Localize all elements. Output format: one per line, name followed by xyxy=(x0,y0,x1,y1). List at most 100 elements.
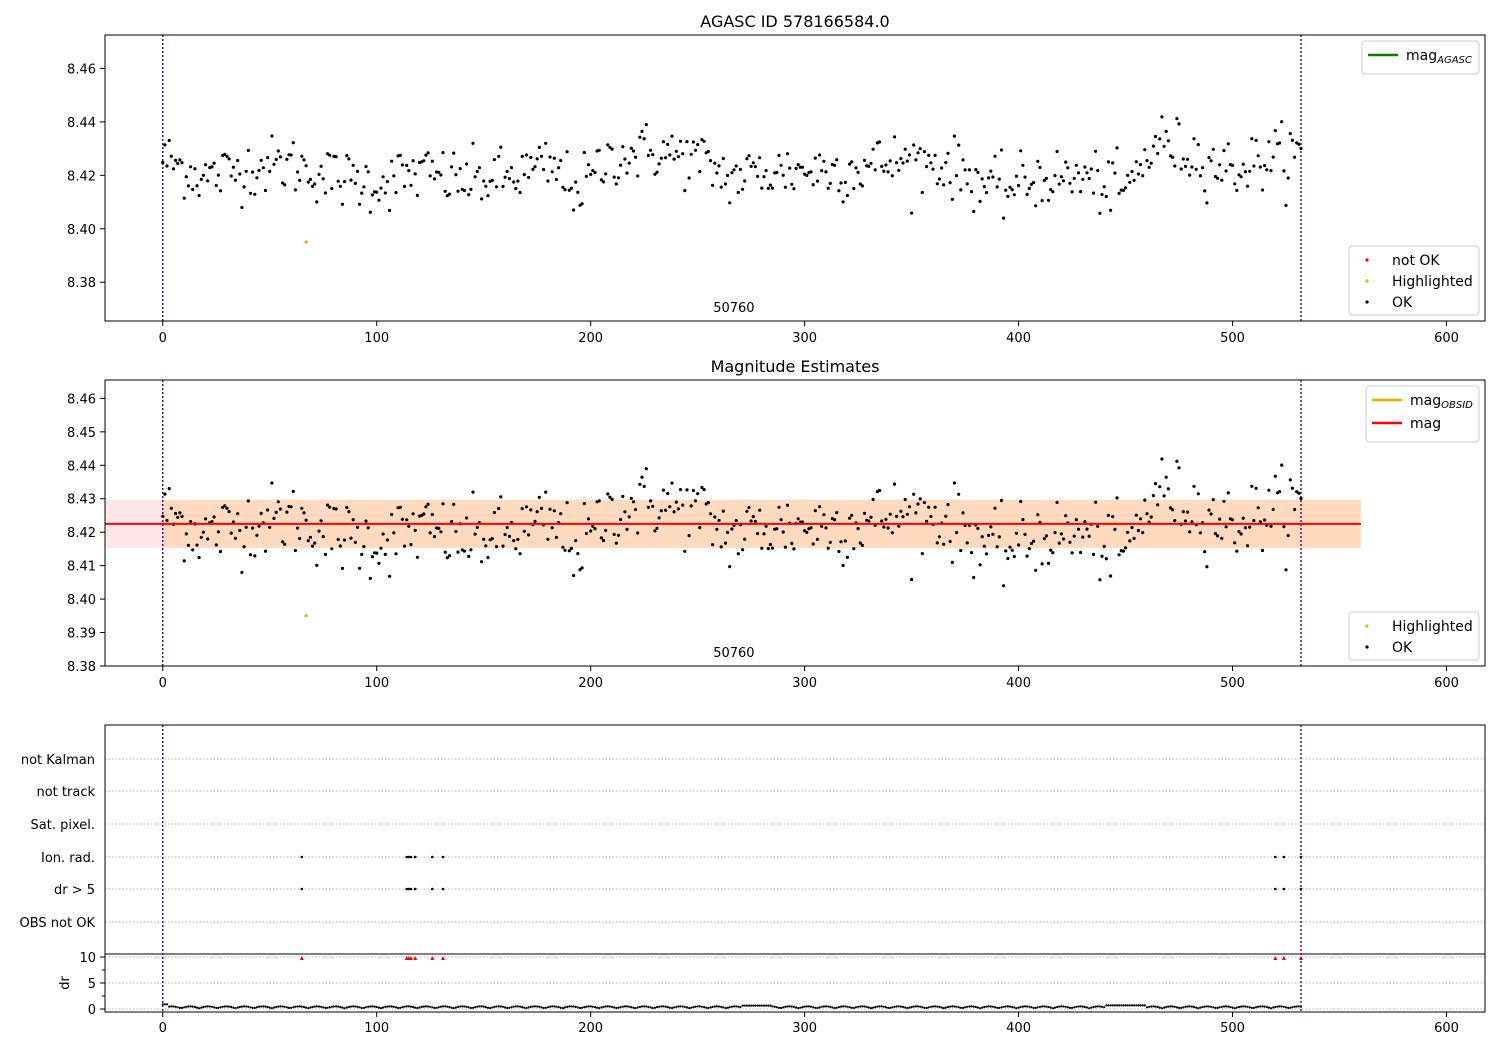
p1-ok-point xyxy=(437,170,441,174)
p3-dr-point xyxy=(504,1006,507,1009)
p2-ok-point xyxy=(1160,457,1164,461)
p3-dr-point xyxy=(694,1005,697,1008)
p1-ok-point xyxy=(779,163,783,167)
p3-dr-point xyxy=(1169,1005,1172,1008)
p1-ok-point xyxy=(426,151,430,155)
p3-flag-point xyxy=(1274,855,1277,859)
p3-dr-point xyxy=(221,1005,224,1008)
p1-ok-point xyxy=(700,138,704,142)
p3-dr-point xyxy=(797,1007,800,1010)
p3-dr-point xyxy=(1122,1004,1125,1007)
p3-dr-point xyxy=(846,1005,849,1008)
p3-dr-point xyxy=(572,1005,575,1008)
p2-ok-point xyxy=(1141,531,1145,535)
p1-ok-point xyxy=(1029,182,1033,186)
p2-ok-point xyxy=(877,488,882,493)
p1-ok-point xyxy=(606,143,610,147)
p3-dr-point xyxy=(266,1005,269,1009)
p3-dr-point xyxy=(433,1006,436,1010)
p3-dr-point xyxy=(576,1006,579,1009)
p1-ok-point xyxy=(1181,157,1185,161)
p2-ok-point xyxy=(700,485,704,490)
p1-ok-point xyxy=(422,159,426,163)
p3-dr-point xyxy=(786,1005,789,1008)
p1-ok-point xyxy=(796,163,800,167)
p2-ok-point xyxy=(1145,512,1149,516)
p2-ok-point xyxy=(340,566,345,571)
p3-dr-point xyxy=(1278,1005,1281,1008)
p3-dr-point xyxy=(750,1004,753,1007)
p2-ok-point xyxy=(199,535,203,539)
p1-ok-point xyxy=(1059,175,1063,179)
p2-ok-point xyxy=(715,527,719,531)
p1-ok-point xyxy=(503,175,507,179)
p2-ok-point xyxy=(535,510,539,514)
p3-dr-point xyxy=(623,1005,627,1008)
p2-legend-box xyxy=(1348,611,1480,661)
p3-dr-point xyxy=(349,1005,353,1008)
p2-ok-point xyxy=(390,512,394,517)
p2-ok-point xyxy=(935,541,939,545)
p2-ok-point xyxy=(229,531,233,535)
p2-ok-point xyxy=(1004,549,1008,553)
p2-ok-point xyxy=(238,528,242,533)
p3-dr-point xyxy=(427,1005,430,1008)
p1-ok-point xyxy=(520,154,524,158)
p1-ok-point xyxy=(225,154,229,158)
p3-dr-point xyxy=(1088,1007,1091,1010)
p2-ok-point xyxy=(689,504,693,508)
p3-dr-point xyxy=(1060,1005,1063,1008)
p3-dr-point xyxy=(979,1007,982,1010)
p1-ok-point xyxy=(730,171,734,175)
p1-ok-point xyxy=(1040,199,1044,203)
p3-dr-point xyxy=(371,1005,374,1008)
p3-dr-point xyxy=(200,1006,203,1009)
p1-ok-point xyxy=(892,135,897,139)
p2-ok-point xyxy=(1260,548,1265,553)
p1-ok-point xyxy=(884,163,888,167)
p3-dr-point xyxy=(1145,1006,1149,1009)
p3-dr-point xyxy=(600,1006,603,1009)
p1-ok-point xyxy=(1284,203,1288,207)
p2-ok-point xyxy=(805,530,809,534)
p2-ok-point xyxy=(803,529,807,533)
p2-ok-point xyxy=(1012,554,1016,559)
p3-dr-point xyxy=(540,1006,543,1009)
p3-dr-point xyxy=(1038,1005,1042,1008)
p2-ok-point xyxy=(1074,518,1078,522)
p1-ok-point xyxy=(1263,164,1267,168)
p1-ok-point xyxy=(253,192,257,196)
p2-ok-point xyxy=(430,512,434,517)
p2-ok-point xyxy=(1226,491,1230,495)
p2-ok-point xyxy=(884,517,888,521)
p3-dr-point xyxy=(621,1005,624,1008)
p2-ok-point xyxy=(343,538,347,542)
p1-ok-point xyxy=(1190,165,1194,169)
p2-ok-point xyxy=(353,540,357,544)
p3-dr-point xyxy=(1214,1006,1217,1010)
p2-ok-point xyxy=(698,526,702,530)
p2-ok-point xyxy=(1128,539,1132,543)
p2-ok-point xyxy=(445,556,449,560)
p1-ok-point xyxy=(925,165,929,169)
p1-ok-point xyxy=(518,190,522,195)
p1-ok-point xyxy=(195,184,199,188)
p3-dr-point xyxy=(270,1007,273,1010)
p3-flag-label: OBS not OK xyxy=(20,916,96,931)
p1-ok-point xyxy=(193,167,197,171)
p1-ok-point xyxy=(1252,164,1256,168)
p3-dr-point xyxy=(1197,1007,1200,1010)
p1-ok-point xyxy=(629,146,633,150)
p1-ok-point xyxy=(180,161,184,165)
p3-dr-point xyxy=(382,1006,385,1009)
p2-ok-point xyxy=(310,544,315,548)
p2-ok-point xyxy=(1057,541,1061,545)
p2-highlighted-point xyxy=(304,614,308,618)
p2-ok-point xyxy=(644,467,648,471)
p1-ok-point xyxy=(368,210,372,214)
p2-ok-point xyxy=(1220,536,1224,540)
p3-dr-point xyxy=(649,1006,652,1009)
p3-dr-point xyxy=(452,1007,455,1010)
p1-ok-point xyxy=(668,153,672,157)
p2-ok-point xyxy=(1149,515,1153,519)
